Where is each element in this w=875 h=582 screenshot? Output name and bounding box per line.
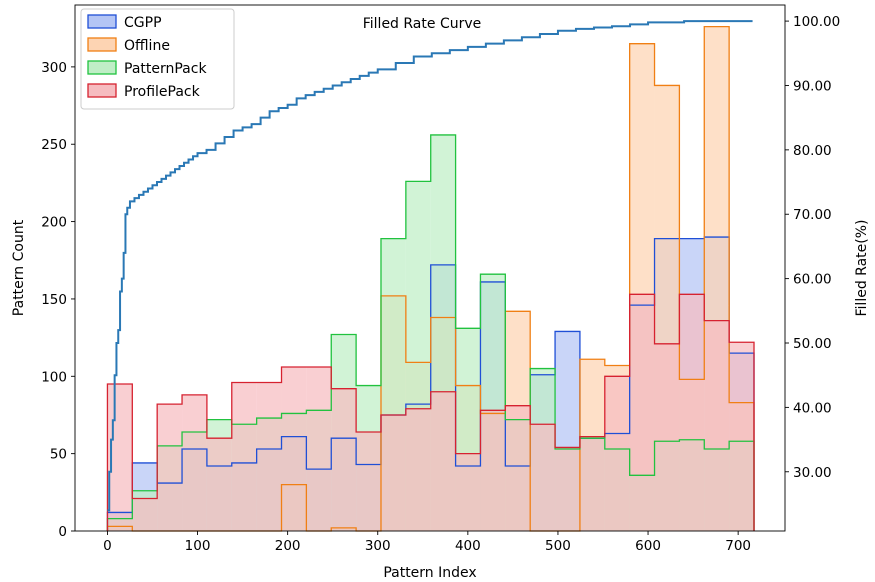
legend-swatch (87, 14, 117, 29)
y2-tick-label: 90.00 (793, 78, 832, 94)
profilepack-bar (256, 382, 282, 531)
filled-rate-curve-layer (107, 20, 753, 512)
x-tick-label: 100 (185, 538, 211, 554)
legend-box (80, 8, 235, 110)
y2-tick-label: 60.00 (793, 272, 832, 288)
histogram-bars (107, 26, 755, 532)
profilepack-bar (455, 453, 481, 531)
profilepack-bar (281, 367, 307, 531)
x-tick-label: 600 (635, 538, 661, 554)
y2-tick-label: 80.00 (793, 143, 832, 159)
profilepack-bar (331, 388, 357, 531)
profilepack-bar (654, 343, 680, 531)
x-tick-label: 200 (275, 538, 301, 554)
y-tick-label: 250 (41, 137, 67, 153)
legend-label: CGPP (124, 15, 162, 31)
profilepack-bar (604, 376, 630, 531)
legend-swatch (87, 60, 117, 75)
legend: CGPP Offline PatternPack ProfilePack (80, 8, 235, 110)
y2-tick-label: 100.00 (793, 14, 840, 30)
profilepack-outline (106, 293, 755, 531)
x-tick-label: 500 (545, 538, 571, 554)
profilepack-bar (157, 404, 183, 531)
y2-tick-label: 40.00 (793, 400, 832, 416)
legend-label: PatternPack (124, 61, 207, 77)
profilepack-bar (555, 447, 580, 531)
legend-swatch (87, 37, 117, 52)
profilepack-bar (405, 408, 431, 531)
plot-frame (74, 4, 786, 532)
y2-axis-ticks: 30.00 40.00 50.00 60.00 70.00 80.00 90.00 100.0… (785, 14, 840, 481)
chart-title: Filled Rate Curve (363, 16, 482, 32)
profilepack-bar (380, 414, 406, 531)
profilepack-bar (356, 431, 381, 531)
profilepack-bar (679, 294, 705, 531)
y-tick-label: 300 (41, 60, 67, 76)
filled-rate-curve (107, 20, 753, 512)
x-axis-ticks: 0 100 200 300 400 500 600 700 (103, 531, 751, 554)
profilepack-bar (530, 424, 556, 531)
legend-swatch (87, 83, 117, 98)
x-tick-label: 0 (103, 538, 112, 554)
y2-tick-label: 70.00 (793, 207, 832, 223)
y-tick-label: 200 (41, 215, 67, 231)
y2-tick-label: 50.00 (793, 336, 832, 352)
y-axis-ticks: 0 50 100 150 200 250 300 (41, 60, 75, 540)
profilepack-bar (132, 498, 158, 531)
profilepack-bar (182, 394, 207, 531)
x-tick-label: 300 (365, 538, 391, 554)
x-tick-label: 700 (725, 538, 751, 554)
x-tick-label: 400 (455, 538, 481, 554)
profilepack-bar (729, 342, 755, 531)
y-tick-label: 0 (58, 524, 67, 540)
y-tick-label: 100 (41, 369, 67, 385)
y2-axis-label: Filled Rate(%) (854, 220, 870, 317)
profilepack-bar (430, 391, 456, 531)
legend-label: ProfilePack (124, 84, 201, 100)
profilepack-bar (480, 410, 506, 531)
profilepack-bar (629, 294, 655, 531)
profilepack-bar (704, 320, 730, 531)
profilepack-bar (306, 367, 332, 531)
y-tick-label: 150 (41, 292, 67, 308)
profilepack-bar (579, 436, 605, 531)
x-axis-label: Pattern Index (383, 565, 476, 581)
y2-tick-label: 30.00 (793, 465, 832, 481)
legend-label: Offline (124, 38, 170, 54)
profilepack-bar (231, 382, 257, 531)
profilepack-bar (505, 405, 531, 531)
profilepack-bar (206, 438, 232, 531)
y-tick-label: 50 (50, 447, 67, 463)
histogram-outlines (106, 26, 755, 532)
y-axis-label: Pattern Count (11, 219, 27, 316)
